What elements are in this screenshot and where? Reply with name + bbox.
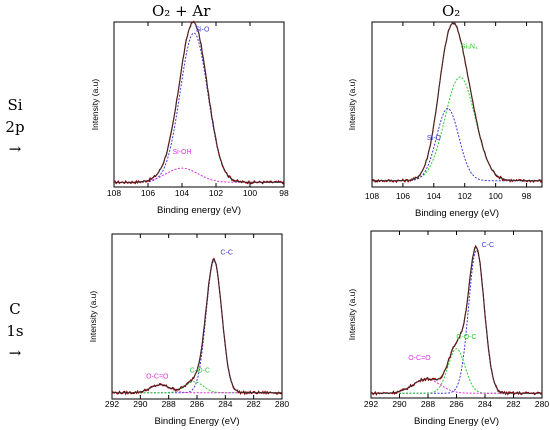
x-tick-label: 280 [275,399,289,409]
x-tick-label: 106 [141,188,155,198]
row-header-c-1s: C 1s → [0,298,30,364]
column-header-o2-ar: O₂ + Ar [152,2,211,20]
x-axis-label: Binding Energy (eV) [154,416,239,427]
x-tick-label: 282 [247,399,261,409]
x-tick-label: 292 [105,399,119,409]
fit-envelope [114,21,284,183]
peak-label: Si₃N₄ [461,44,478,51]
y-axis-label: Intensity (a.u) [88,291,98,343]
experimental-spectrum [371,21,543,184]
x-tick-label: 100 [489,191,503,201]
peak-label: C-O-C [190,367,210,374]
x-tick-label: 102 [458,191,472,201]
x-tick-label: 108 [107,188,121,198]
chart-panel-3: 292 290 288 286 284 282 280 Binding Energy (eV)… [88,233,289,427]
column-header-o2: O₂ [442,2,461,20]
y-axis-label: Intensity (a.u) [347,289,357,341]
x-tick-label: 288 [421,399,435,409]
component-curve-si-o [372,107,542,182]
row-header-si-arrow: → [8,140,22,158]
component-curve-si-o [114,32,284,183]
x-tick-label: 284 [218,399,232,409]
x-tick-label: 102 [209,188,223,198]
peak-label: Si-O [195,26,210,33]
plot-frame [370,230,543,399]
x-tick-label: 286 [449,399,463,409]
x-tick-label: 104 [427,191,441,201]
row-header-c-arrow: → [8,344,22,362]
x-axis-label: Binding energy (eV) [157,205,241,216]
peak-label: C-C [482,242,494,249]
peak-label: O-C=O [146,374,169,381]
x-tick-label: 108 [365,191,379,201]
chart-panel-2: 108 106 104 102 100 98 Binding energy (eV) Inte… [347,21,543,219]
component-curve-c-c [371,249,542,394]
x-tick-label: 290 [392,399,406,409]
x-tick-label: 288 [162,399,176,409]
x-tick-label: 106 [396,191,410,201]
plot-frame [371,21,543,188]
peak-label: C-O-C [456,334,476,341]
y-axis-label: Intensity (a.u) [347,79,357,131]
peak-label: C-C [221,249,233,256]
peak-label: O-C=O [408,355,431,362]
peak-label: Si-O [427,135,442,142]
component-curve-o-c-o [371,378,542,394]
x-tick-label: 98 [522,191,532,201]
x-tick-label: 104 [175,188,189,198]
chart-panel-4: 292 290 288 286 284 282 280 Binding Energy (eV)… [347,230,549,427]
component-curve-si-oh [114,167,284,183]
x-tick-label: 292 [364,399,378,409]
x-tick-label: 284 [478,399,492,409]
x-axis-label: Binding energy (eV) [415,208,499,219]
fit-envelope [371,246,542,394]
experimental-spectrum [370,244,543,396]
x-tick-label: 280 [535,399,549,409]
fit-envelope [112,259,282,394]
x-tick-label: 98 [279,188,289,198]
y-axis-label: Intensity (a.u) [90,79,100,131]
row-header-si-2p: Si 2p → [0,94,30,160]
x-axis-label: Binding Energy (eV) [414,416,499,427]
row-header-si-element: Si [7,96,23,114]
peak-label: Si-OH [172,149,191,156]
x-tick-label: 290 [133,399,147,409]
row-header-c-orbital: 1s [6,322,24,340]
chart-panel-1: 108 106 104 102 100 98 Binding energy (eV) Inte… [90,20,289,216]
x-tick-label: 282 [506,399,520,409]
x-tick-label: 100 [243,188,257,198]
row-header-c-element: C [9,300,21,318]
x-tick-label: 286 [190,399,204,409]
experimental-spectrum [113,20,285,185]
fit-envelope [372,22,542,182]
plot-frame [113,21,285,188]
row-header-si-orbital: 2p [5,118,25,136]
